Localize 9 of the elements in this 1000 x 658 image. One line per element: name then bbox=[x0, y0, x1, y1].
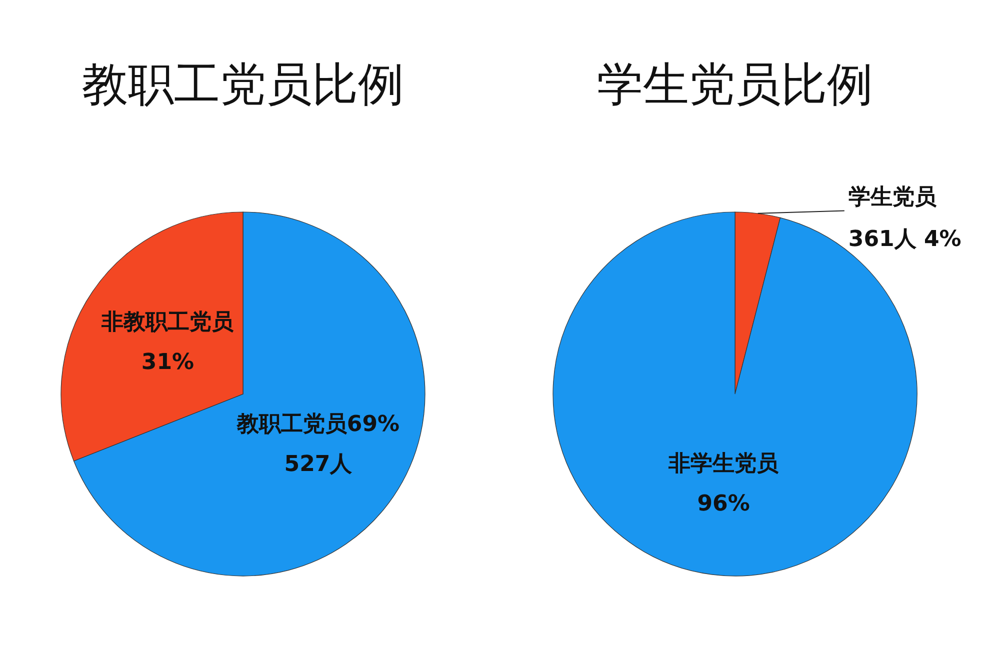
chart-title: 学生党员比例 bbox=[597, 57, 873, 111]
data-label: 361人 4% bbox=[848, 226, 962, 252]
chart-title: 教职工党员比例 bbox=[82, 57, 404, 111]
data-label: 31% bbox=[141, 350, 194, 375]
slice-label: 非教职工党员 bbox=[100, 310, 235, 335]
data-label: 96% bbox=[697, 491, 750, 516]
slice-label: 教职工党员69% 527人 bbox=[236, 412, 400, 478]
slice-label: 非学生党员 bbox=[668, 451, 780, 476]
slice-label: 学生党员 bbox=[848, 184, 938, 210]
